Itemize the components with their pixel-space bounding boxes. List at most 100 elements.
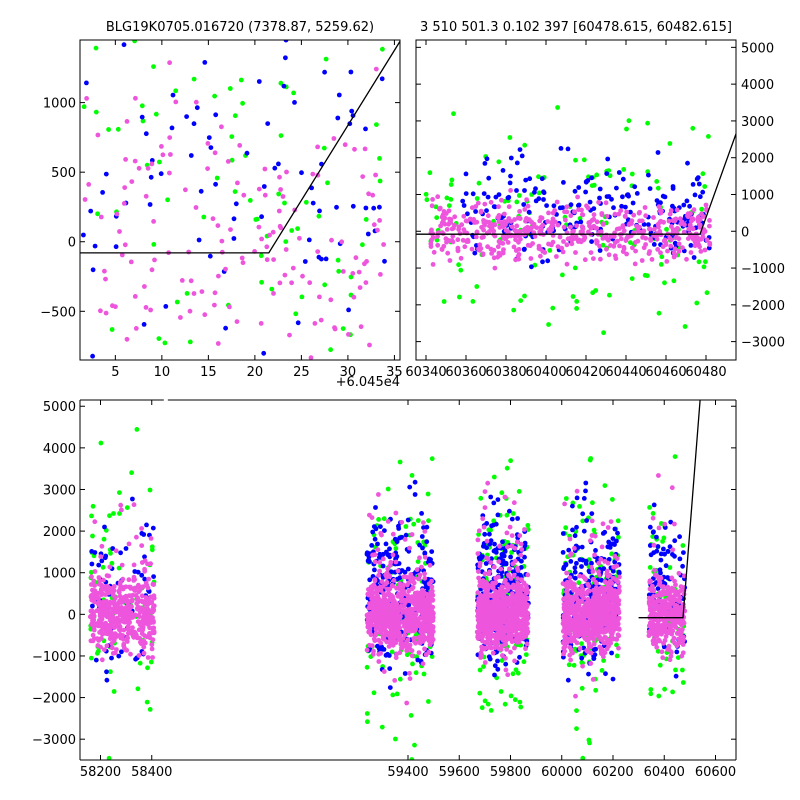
data-point-pink (367, 623, 372, 628)
data-point-green (140, 118, 146, 124)
data-point-pink (462, 229, 468, 235)
data-point-blue (310, 200, 316, 206)
data-point-pink (110, 303, 115, 309)
data-point-pink (493, 634, 498, 639)
data-point-pink (575, 194, 580, 200)
data-point-pink (487, 608, 493, 614)
data-point-blue (589, 175, 594, 181)
data-point-green (671, 278, 677, 284)
data-point-green (610, 497, 615, 502)
data-point-pink (567, 575, 573, 580)
data-point-blue (572, 533, 578, 539)
data-point-pink (697, 244, 702, 250)
data-point-green (607, 292, 612, 298)
data-point-blue (350, 203, 356, 209)
data-point-pink (419, 599, 425, 605)
data-point-pink (271, 257, 276, 262)
data-point-blue (578, 219, 584, 225)
data-point-pink (539, 215, 545, 221)
data-point-blue (597, 186, 603, 192)
data-point-pink (152, 257, 157, 263)
data-point-pink (407, 670, 412, 676)
data-point-pink (429, 227, 434, 233)
data-point-pink (290, 265, 296, 271)
data-point-green (479, 705, 485, 711)
data-point-pink (479, 235, 485, 240)
data-point-green (144, 699, 150, 705)
data-point-pink (676, 241, 682, 247)
data-point-pink (328, 297, 334, 303)
data-point-pink (101, 647, 107, 653)
data-point-blue (463, 171, 469, 177)
x-tick-label: 60380 (485, 365, 526, 380)
data-point-pink (674, 207, 680, 213)
data-point-pink (135, 599, 141, 604)
data-point-green (409, 757, 415, 760)
data-point-pink (186, 249, 192, 255)
data-point-pink (525, 203, 531, 209)
data-point-green (586, 737, 592, 743)
data-point-pink (371, 585, 377, 590)
data-point-blue (533, 198, 539, 204)
data-point-pink (369, 611, 375, 616)
data-point-blue (261, 350, 267, 356)
data-point-pink (411, 580, 417, 586)
data-point-pink (641, 228, 647, 234)
data-point-pink (141, 638, 147, 644)
data-point-pink (92, 636, 97, 641)
data-point-pink (381, 242, 386, 247)
data-point-blue (561, 566, 566, 572)
data-point-pink (428, 606, 433, 612)
data-point-green (434, 237, 440, 243)
data-point-blue (323, 256, 329, 262)
data-point-pink (136, 165, 142, 171)
data-point-pink (643, 235, 649, 241)
data-point-pink (141, 650, 147, 656)
data-point-blue (692, 192, 698, 198)
data-point-pink (117, 624, 123, 630)
data-point-blue (517, 147, 523, 153)
data-point-pink (642, 205, 648, 210)
data-point-green (574, 708, 579, 713)
data-point-blue (387, 546, 392, 552)
data-point-pink (406, 588, 412, 594)
data-point-green (111, 689, 117, 694)
data-point-pink (561, 596, 567, 601)
data-point-pink (126, 577, 132, 583)
data-point-pink (444, 227, 450, 232)
data-point-pink (660, 244, 666, 250)
data-point-pink (277, 280, 283, 286)
data-point-pink (624, 236, 630, 241)
data-point-pink (430, 637, 436, 642)
data-point-pink (574, 640, 580, 646)
data-point-pink (420, 661, 426, 667)
data-point-blue (580, 511, 586, 517)
data-point-pink (492, 265, 498, 271)
data-point-green (429, 456, 435, 462)
data-point-pink (106, 603, 111, 609)
data-point-blue (507, 180, 513, 186)
data-point-green (381, 516, 387, 522)
data-point-blue (576, 203, 581, 209)
data-point-green (591, 527, 597, 533)
data-point-pink (576, 207, 581, 213)
data-point-green (376, 517, 381, 522)
data-point-pink (522, 614, 528, 620)
data-point-green (574, 306, 579, 311)
data-point-green (303, 199, 309, 205)
data-point-blue (480, 554, 485, 559)
data-point-pink (240, 260, 246, 266)
data-point-pink (515, 568, 521, 573)
data-point-pink (514, 539, 520, 545)
data-point-pink (561, 651, 566, 657)
data-point-green (481, 664, 486, 669)
data-point-green (571, 662, 577, 668)
data-point-pink (505, 607, 511, 613)
data-point-blue (500, 552, 506, 558)
data-point-pink (487, 614, 493, 619)
data-point-pink (691, 207, 697, 213)
data-point-pink (111, 588, 117, 594)
data-point-pink (407, 676, 413, 681)
data-point-pink (411, 636, 417, 641)
data-point-pink (447, 258, 453, 263)
